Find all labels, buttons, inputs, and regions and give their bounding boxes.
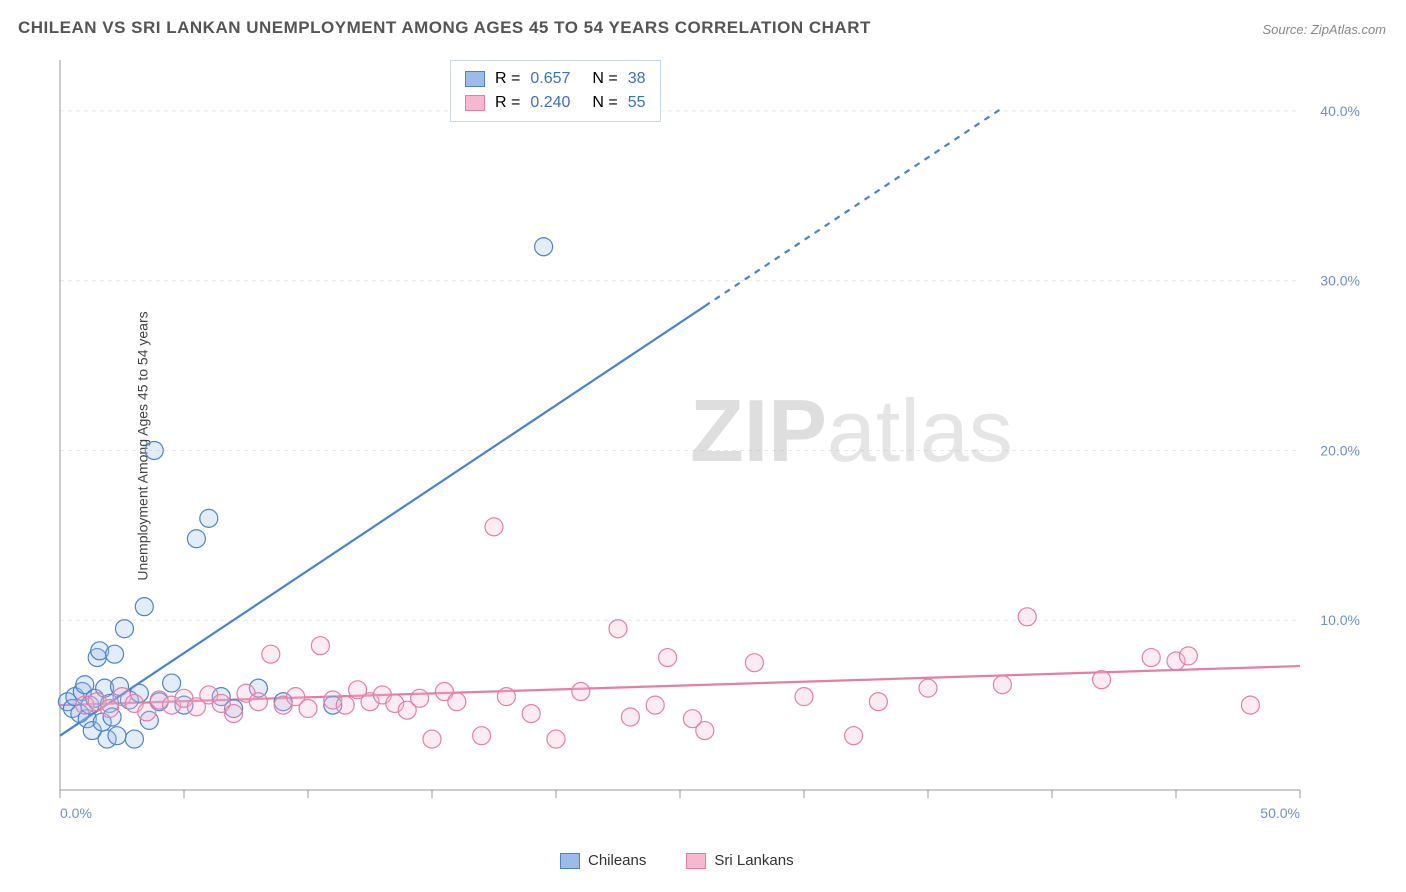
chart-title: CHILEAN VS SRI LANKAN UNEMPLOYMENT AMONG… (18, 18, 871, 38)
correlation-row-srilankans: R = 0.240 N = 55 (465, 91, 646, 115)
svg-text:50.0%: 50.0% (1260, 805, 1300, 821)
legend-label-srilankans: Sri Lankans (714, 852, 793, 869)
svg-text:30.0%: 30.0% (1320, 273, 1360, 289)
svg-text:0.0%: 0.0% (60, 805, 92, 821)
correlation-legend-box: R = 0.657 N = 38 R = 0.240 N = 55 (450, 60, 661, 122)
swatch-chileans (465, 71, 485, 87)
source-attribution: Source: ZipAtlas.com (1262, 22, 1386, 37)
legend-item-srilankans: Sri Lankans (686, 852, 793, 869)
n-value-chileans: 38 (628, 67, 646, 91)
legend-bottom: Chileans Sri Lankans (560, 852, 794, 869)
r-value-chileans: 0.657 (530, 67, 570, 91)
svg-text:40.0%: 40.0% (1320, 103, 1360, 119)
plot-area: 10.0%20.0%30.0%40.0%0.0%50.0% ZIPatlas R… (50, 60, 1370, 830)
chart-container: CHILEAN VS SRI LANKAN UNEMPLOYMENT AMONG… (0, 0, 1406, 892)
legend-item-chileans: Chileans (560, 852, 646, 869)
legend-label-chileans: Chileans (588, 852, 646, 869)
n-label: N = (592, 67, 617, 91)
r-label: R = (495, 67, 520, 91)
n-value-srilankans: 55 (628, 91, 646, 115)
r-label: R = (495, 91, 520, 115)
n-label: N = (592, 91, 617, 115)
swatch-srilankans (465, 95, 485, 111)
r-value-srilankans: 0.240 (530, 91, 570, 115)
scatter-chart-svg: 10.0% 20.0% 30.0% 40.0% 0.0% 50.0% (50, 60, 1370, 830)
correlation-row-chileans: R = 0.657 N = 38 (465, 67, 646, 91)
svg-text:10.0%: 10.0% (1320, 612, 1360, 628)
legend-swatch-srilankans (686, 853, 706, 869)
svg-text:20.0%: 20.0% (1320, 442, 1360, 458)
legend-swatch-chileans (560, 853, 580, 869)
